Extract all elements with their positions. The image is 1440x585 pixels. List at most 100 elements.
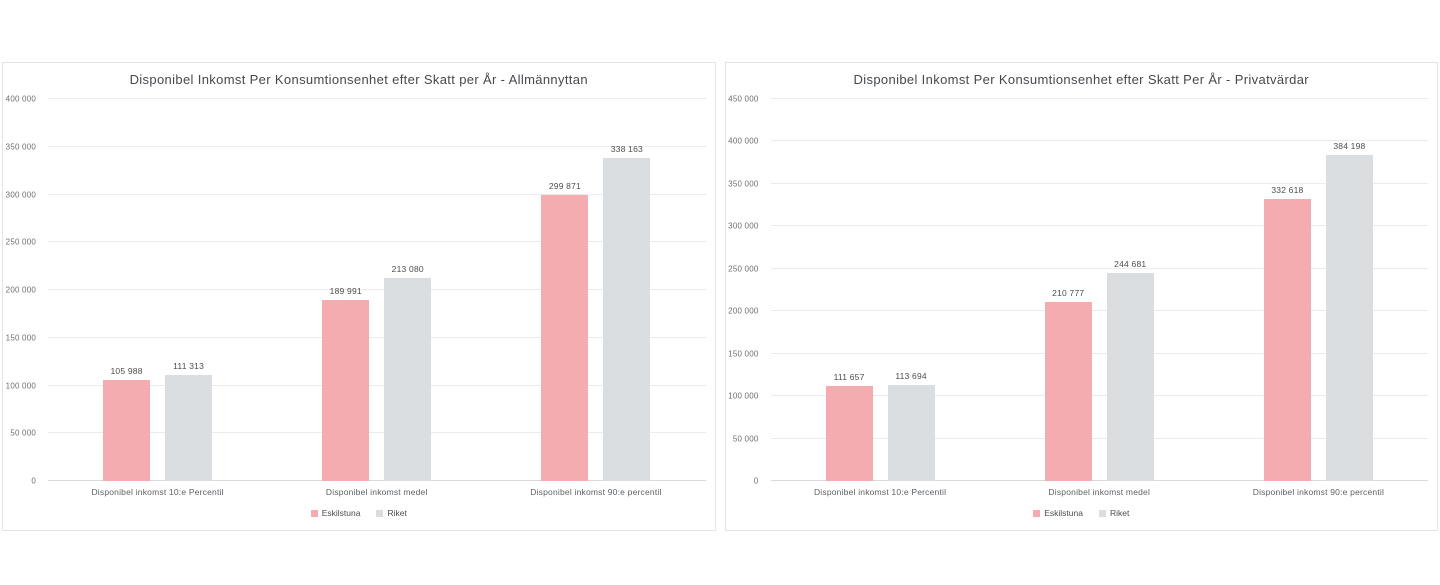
gridline [770,310,1428,312]
bar-value-label: 111 657 [833,372,865,383]
gridline [48,480,706,481]
y-axis-tick-label: 50 000 [732,434,759,444]
bar-groups: 105 988 111 313 189 991 213 080 299 871 338 1… [48,99,706,481]
y-axis-tick-label: 100 000 [728,391,759,401]
gridline [770,140,1428,142]
y-axis-tick-label: 350 000 [728,179,759,189]
x-axis-labels: Disponibel inkomst 10:e Percentil Disponi… [771,487,1429,497]
legend-label: Riket [387,508,407,518]
chart-plot-area: 0 50 000 100 000 150 000 200 000 250 000 300 0… [3,95,715,486]
bar-eskilstuna[interactable] [541,194,589,481]
gridline [48,98,706,99]
bar-group: 299 871 338 163 [486,99,705,481]
gridline [770,182,1428,184]
bar-cell: 244 681 [1106,99,1154,481]
chart-title: Disponibel Inkomst Per Konsumtionsenhet … [853,72,1309,87]
y-axis-tick-label: 200 000 [5,285,36,295]
bar-value-label: 105 988 [110,365,143,376]
gridline [770,480,1428,481]
x-axis-category-label: Disponibel inkomst 90:e percentil [1252,487,1385,497]
gridline [48,384,706,386]
y-axis-tick-label: 0 [753,476,759,486]
y-axis-tick-label: 250 000 [728,264,759,274]
bar-value-label: 213 080 [391,263,424,274]
y-axis-tick-label: 400 000 [728,136,759,146]
bar-chart-allmannyttan: 0 50 000 100 000 150 000 200 000 250 000 300 0… [3,95,715,518]
legend-swatch [1098,509,1106,517]
legend-item-eskilstuna[interactable]: Eskilstuna [1033,508,1083,518]
y-axis-tick-label: 150 000 [728,349,759,359]
bar-eskilstuna[interactable] [825,386,873,481]
chart-panel-allmannyttan: Disponibel Inkomst Per Konsumtionsenhet … [2,62,716,531]
legend-item-riket[interactable]: Riket [1098,508,1130,518]
plot: 105 988 111 313 189 991 213 080 299 871 338 1… [48,98,706,481]
x-axis-category-label: Disponibel inkomst 10:e Percentil [91,487,224,497]
bar-riket[interactable] [165,374,213,481]
legend-label: Eskilstuna [1044,508,1083,518]
dashboard-canvas: Disponibel Inkomst Per Konsumtionsenhet … [2,62,1438,531]
legend-item-riket[interactable]: Riket [376,508,407,518]
bar-value-label: 210 777 [1052,288,1085,299]
plot: 111 657 113 694 210 777 244 681 332 618 384 1… [770,98,1428,481]
x-axis-category-label: Disponibel inkomst medel [325,487,428,497]
y-axis-tick-label: 150 000 [5,333,36,343]
bar-cell: 210 777 [1044,99,1092,481]
x-axis: Disponibel inkomst 10:e Percentil Disponi… [726,487,1438,497]
bar-value-label: 338 163 [610,144,643,155]
bar-eskilstuna[interactable] [322,299,370,481]
bar-riket[interactable] [1106,273,1154,481]
legend-swatch [376,509,384,517]
y-axis-tick-label: 50 000 [10,428,36,438]
x-axis-category-label: Disponibel inkomst medel [1048,487,1151,497]
gridline [48,432,706,434]
bar-cell: 105 988 [103,99,151,481]
chart-panel-privatvardar: Disponibel Inkomst Per Konsumtionsenhet … [724,62,1438,531]
gridline [48,193,706,195]
bar-eskilstuna[interactable] [103,379,151,481]
bar-riket[interactable] [603,158,651,481]
bar-cell: 384 198 [1325,99,1373,481]
gridline [770,352,1428,354]
y-axis-tick-label: 250 000 [5,237,36,247]
bar-group: 332 618 384 198 [1209,99,1428,481]
legend-swatch [310,509,318,517]
y-axis-tick-label: 0 [31,476,36,486]
x-axis-category-label: Disponibel inkomst 90:e percentil [530,487,662,497]
y-axis-tick-label: 200 000 [728,306,759,316]
y-axis: 0 50 000 100 000 150 000 200 000 250 000 300 0… [3,95,48,486]
bar-riket[interactable] [887,384,935,481]
bar-riket[interactable] [384,277,432,481]
bar-value-label: 384 198 [1333,140,1366,151]
bar-eskilstuna[interactable] [1263,198,1311,481]
gridline [770,437,1428,439]
bar-value-label: 111 313 [173,360,205,371]
legend-label: Riket [1109,508,1130,518]
gridline [48,241,706,243]
y-axis: 0 50 000 100 000 150 000 200 000 250 000 300 0… [726,95,771,486]
y-axis-tick-label: 400 000 [5,94,36,104]
bar-group: 105 988 111 313 [48,99,267,481]
chart-legend: Eskilstuna Riket [3,508,715,518]
legend-item-eskilstuna[interactable]: Eskilstuna [310,508,360,518]
bar-cell: 213 080 [384,99,432,481]
bar-eskilstuna[interactable] [1044,302,1092,481]
y-axis-tick-label: 350 000 [5,142,36,152]
y-axis-tick-label: 100 000 [5,381,36,390]
gridline [770,225,1428,227]
bar-value-label: 189 991 [329,285,362,296]
bar-cell: 111 657 [825,99,873,481]
x-axis-labels: Disponibel inkomst 10:e Percentil Disponi… [48,487,706,497]
bar-group: 111 657 113 694 [771,99,990,481]
bar-riket[interactable] [1325,154,1373,481]
bar-cell: 299 871 [541,99,589,481]
bar-cell: 111 313 [165,99,213,481]
x-axis-spacer [726,487,771,497]
gridline [48,289,706,290]
bar-group: 189 991 213 080 [267,99,486,481]
gridlines [770,98,1428,481]
bar-cell: 338 163 [603,99,651,481]
bar-chart-privatvardar: 0 50 000 100 000 150 000 200 000 250 000 300 0… [726,95,1438,518]
bar-value-label: 332 618 [1271,184,1304,195]
gridline [770,98,1428,99]
bar-cell: 332 618 [1263,99,1311,481]
